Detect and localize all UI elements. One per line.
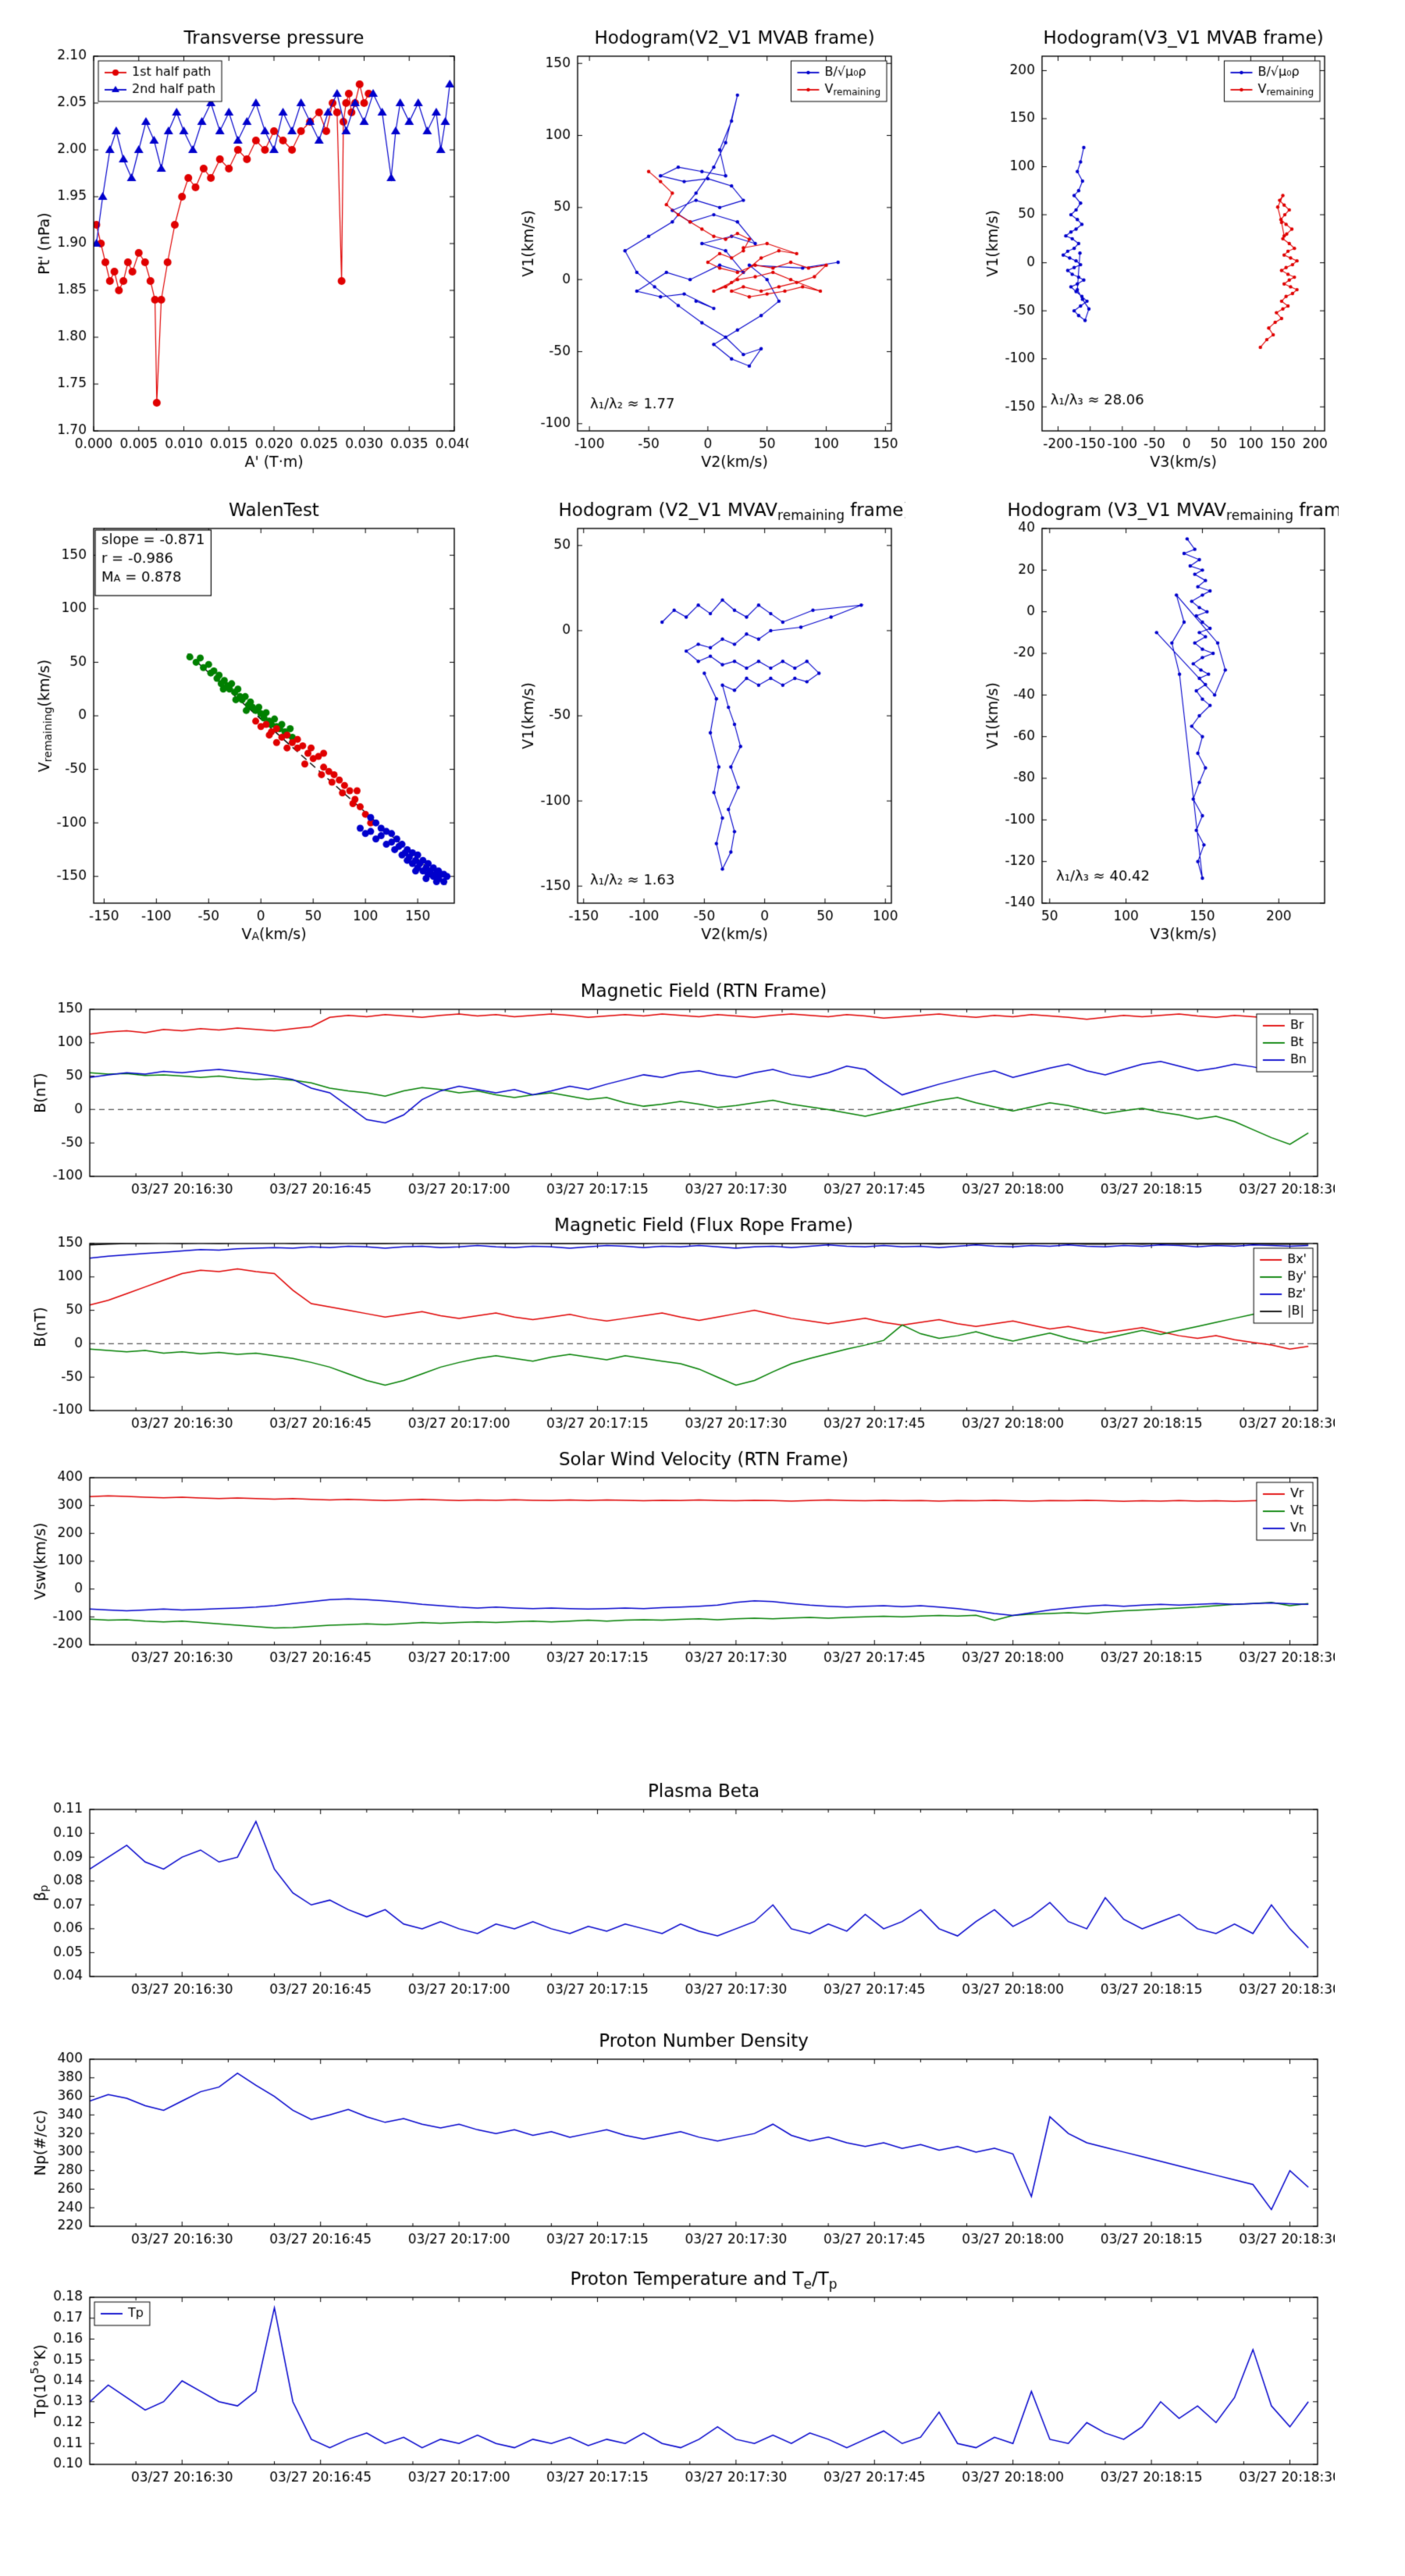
magnetic-field-rtn-chart [16,980,1335,1214]
walen-test-chart [16,488,468,948]
hodogram-v2-v1-mvav-chart [500,488,905,948]
solar-wind-velocity-chart [16,1448,1335,1682]
transverse-pressure-chart [16,16,468,476]
magnetic-field-flux-rope-chart [16,1214,1335,1448]
hodogram-v3-v1-mvab-chart [964,16,1339,476]
hodogram-v2-v1-mvab-chart [500,16,905,476]
hodogram-v3-v1-mvav-chart [964,488,1339,948]
proton-temperature-chart [16,2268,1335,2502]
proton-number-density-chart [16,2030,1335,2264]
plasma-beta-chart [16,1780,1335,2014]
